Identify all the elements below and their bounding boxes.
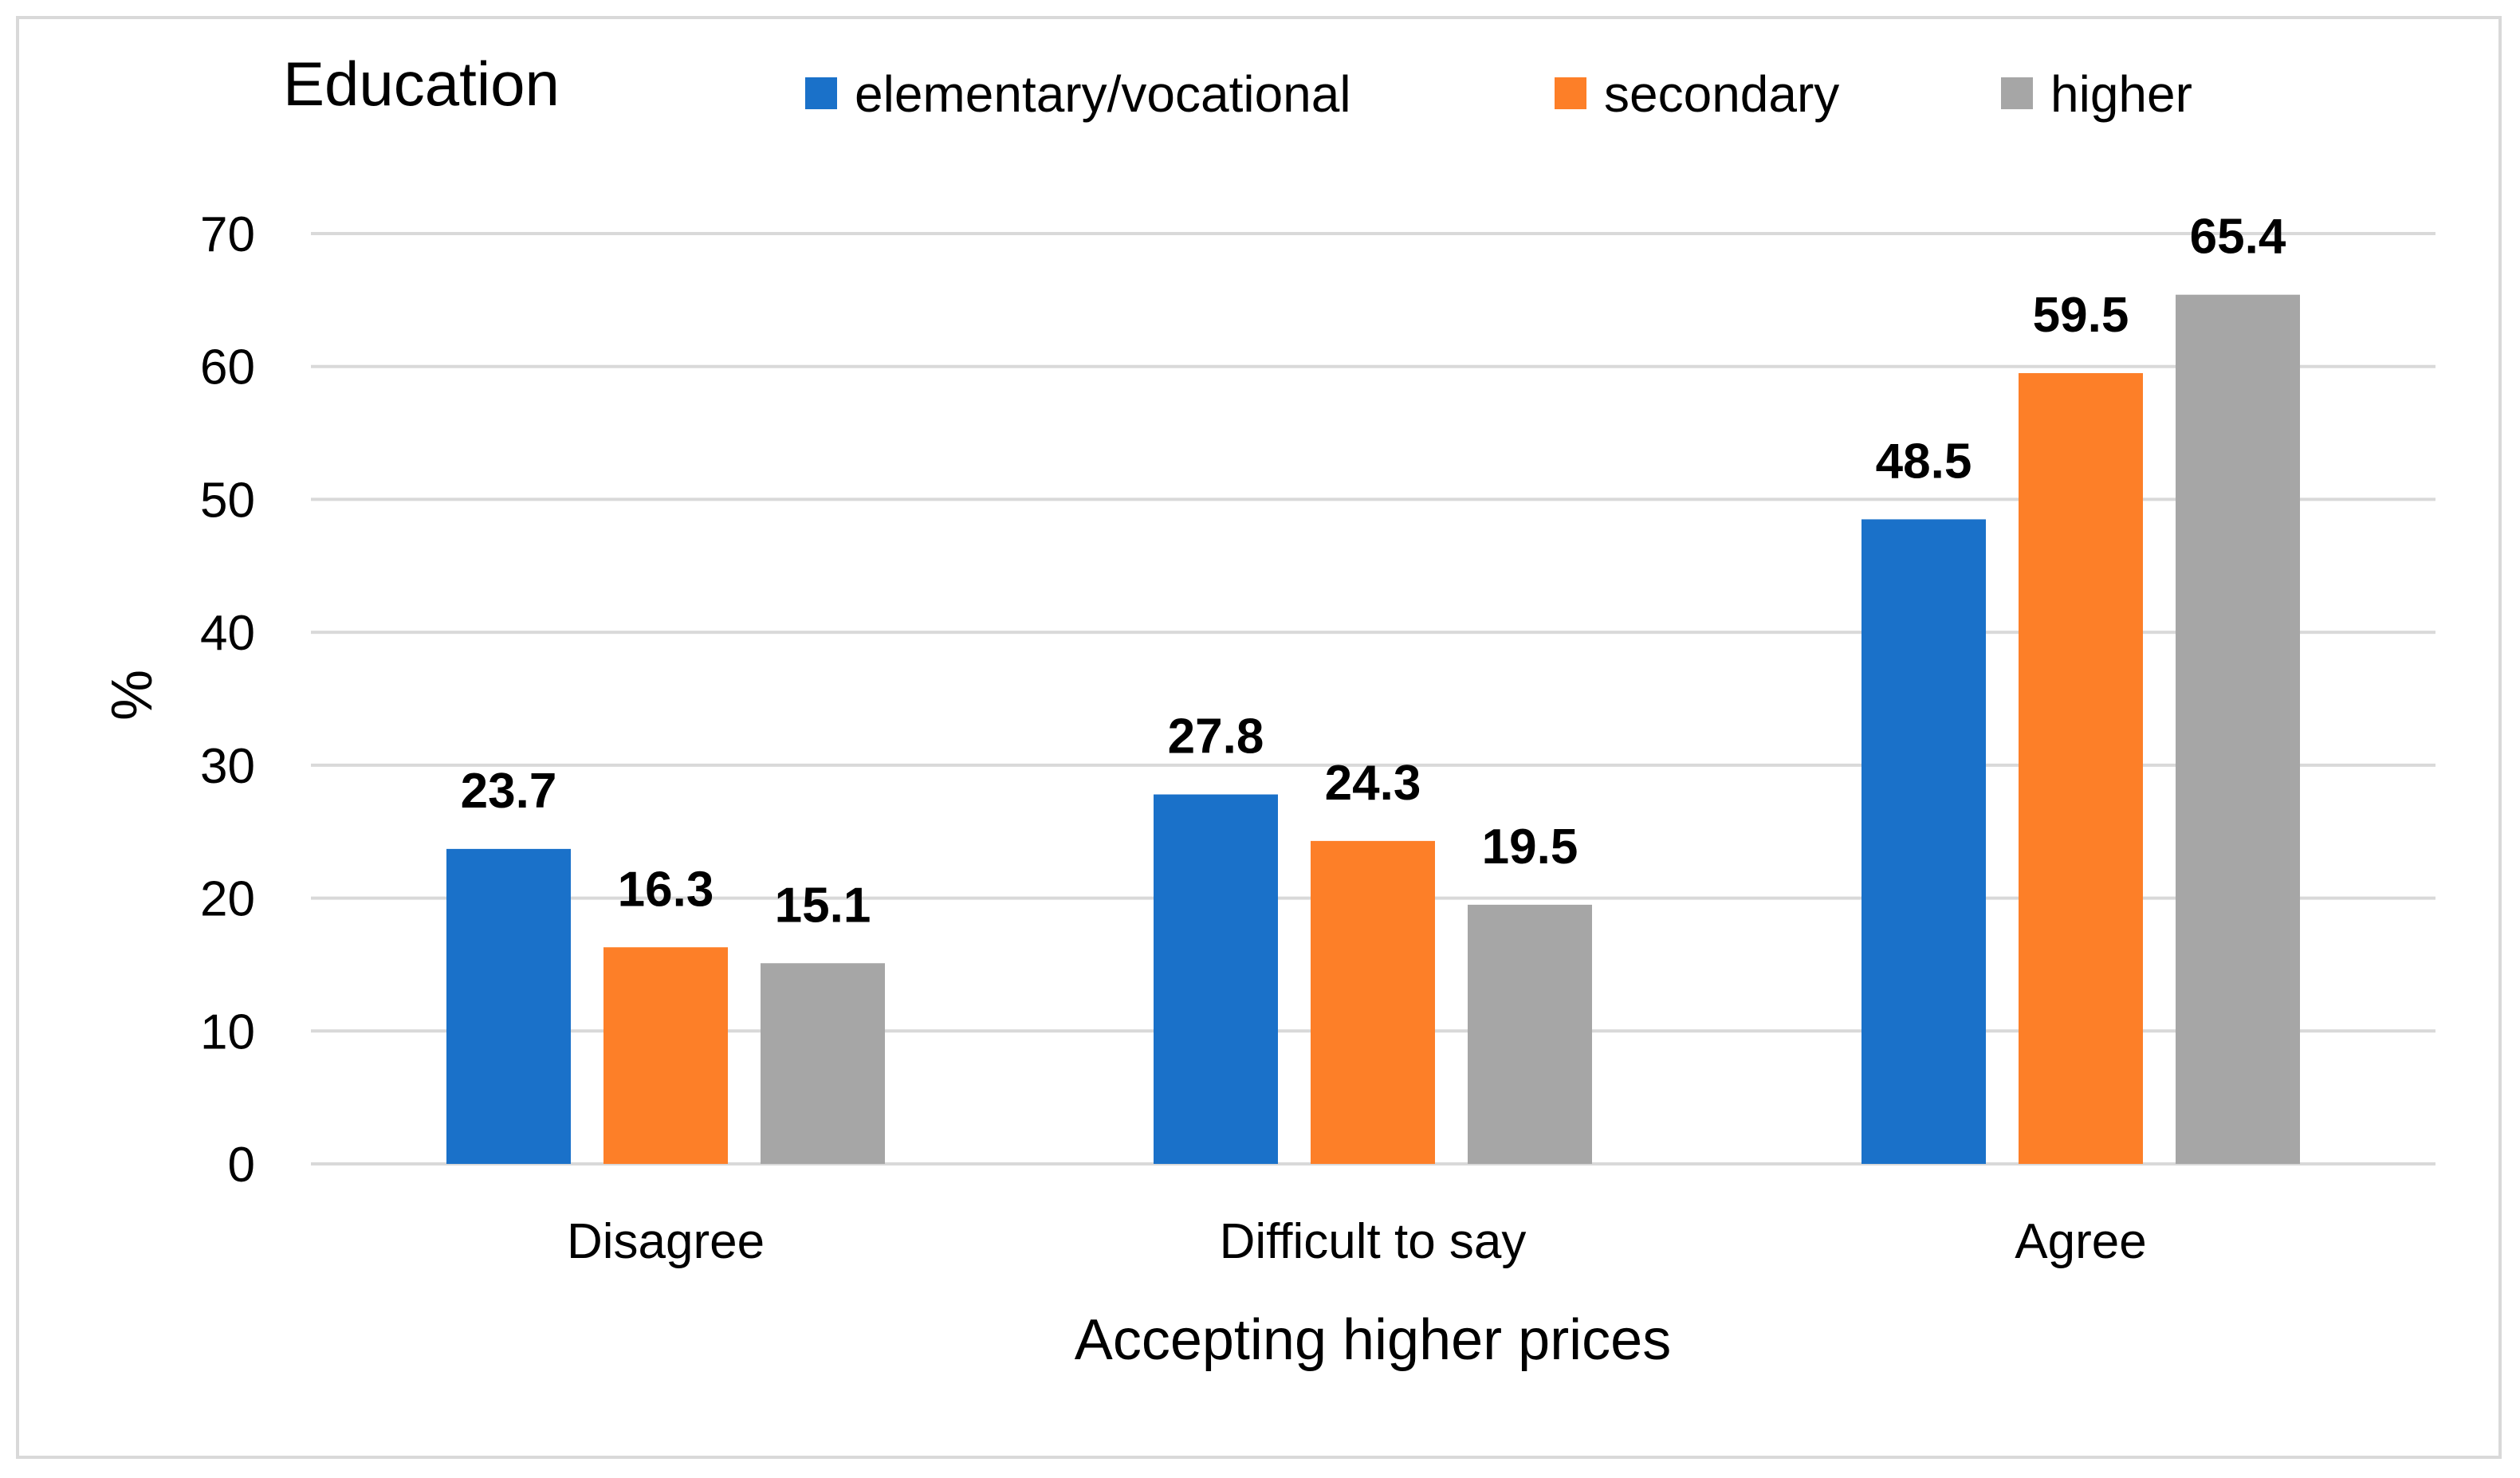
- x-category-label-difficult-to-say: Difficult to say: [1220, 1214, 1527, 1269]
- legend: elementary/vocational secondary higher: [805, 65, 2192, 123]
- y-tick-label-10: 10: [200, 1004, 255, 1059]
- y-axis-tick-labels: 0 10 20 30 40 50 60 70: [200, 207, 255, 1193]
- legend-item-higher: higher: [2001, 65, 2192, 123]
- value-label: 65.4: [2190, 210, 2286, 265]
- y-tick-label-70: 70: [200, 207, 255, 262]
- legend-swatch: [1555, 77, 1586, 109]
- x-category-label-disagree: Disagree: [567, 1214, 765, 1269]
- value-label: 16.3: [618, 862, 714, 917]
- bar-difficult-to-say-higher: [1468, 904, 1592, 1164]
- bar-difficult-to-say-secondary: [1311, 840, 1435, 1164]
- value-label: 48.5: [1876, 434, 1972, 489]
- y-tick-label-60: 60: [200, 340, 255, 395]
- y-tick-label-30: 30: [200, 739, 255, 794]
- y-tick-label-50: 50: [200, 473, 255, 528]
- legend-swatch: [805, 77, 837, 109]
- value-label: 24.3: [1325, 756, 1421, 811]
- y-tick-label-40: 40: [200, 606, 255, 661]
- value-labels: 23.7 16.3 15.1 27.8 24.3 19.5 48.5 59.5 65.4: [461, 210, 2286, 934]
- legend-item-elementary-vocational: elementary/vocational: [805, 65, 1351, 123]
- bar-agree-secondary: [2019, 373, 2143, 1164]
- value-label: 19.5: [1482, 820, 1578, 875]
- bar-disagree-higher: [761, 963, 885, 1164]
- bar-agree-higher: [2176, 294, 2300, 1164]
- bar-disagree-secondary: [603, 947, 728, 1164]
- legend-label: higher: [2050, 65, 2192, 123]
- x-axis-category-labels: Disagree Difficult to say Agree: [567, 1214, 2147, 1269]
- chart-title: Education: [283, 49, 560, 119]
- y-tick-label-0: 0: [228, 1138, 255, 1193]
- x-category-label-agree: Agree: [2015, 1214, 2146, 1269]
- x-axis-title: Accepting higher prices: [1075, 1308, 1671, 1372]
- y-tick-label-20: 20: [200, 872, 255, 927]
- legend-label: elementary/vocational: [855, 65, 1351, 123]
- value-label: 27.8: [1168, 710, 1264, 765]
- value-label: 59.5: [2033, 288, 2129, 343]
- legend-item-secondary: secondary: [1555, 65, 1839, 123]
- value-label: 23.7: [461, 764, 557, 819]
- y-axis-title: %: [100, 670, 164, 721]
- legend-label: secondary: [1604, 65, 1839, 123]
- value-label: 15.1: [775, 878, 871, 933]
- bar-disagree-elementary-vocational: [446, 848, 571, 1164]
- bar-difficult-to-say-elementary-vocational: [1154, 794, 1278, 1164]
- legend-swatch: [2001, 77, 2033, 109]
- bars: [446, 294, 2300, 1164]
- bar-agree-elementary-vocational: [1861, 519, 1986, 1164]
